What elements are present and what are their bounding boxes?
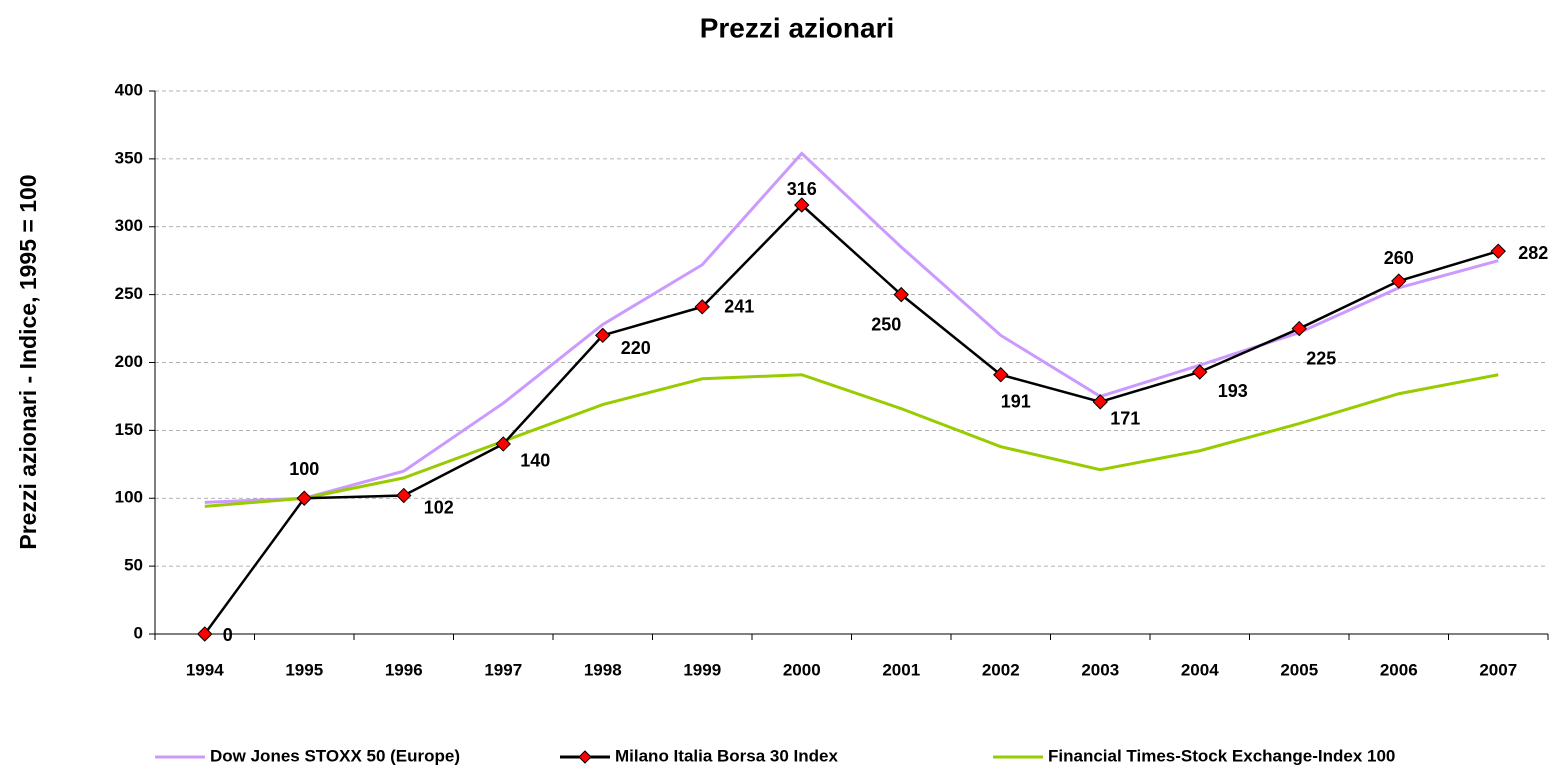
y-tick-label: 200 bbox=[115, 352, 143, 371]
x-tick-label: 2006 bbox=[1380, 660, 1418, 679]
y-tick-label: 250 bbox=[115, 284, 143, 303]
data-point bbox=[595, 327, 611, 344]
y-tick-label: 350 bbox=[115, 148, 143, 167]
series-line bbox=[203, 203, 1499, 635]
data-label: 171 bbox=[1110, 409, 1140, 429]
x-tick-label: 2004 bbox=[1181, 660, 1219, 679]
data-label: 260 bbox=[1384, 248, 1414, 268]
x-tick-label: 1998 bbox=[584, 660, 622, 679]
x-tick-label: 2003 bbox=[1081, 660, 1119, 679]
data-label: 250 bbox=[871, 314, 901, 334]
y-tick-label: 50 bbox=[124, 556, 143, 575]
x-tick-label: 2007 bbox=[1479, 660, 1517, 679]
legend-marker bbox=[578, 750, 592, 764]
data-point bbox=[1192, 364, 1208, 380]
legend-label: Financial Times-Stock Exchange-Index 100 bbox=[1048, 746, 1395, 765]
data-label: 225 bbox=[1306, 348, 1336, 368]
x-tick-label: 2002 bbox=[982, 660, 1020, 679]
data-label: 282 bbox=[1518, 243, 1548, 263]
data-point bbox=[296, 490, 312, 506]
data-point bbox=[694, 299, 710, 315]
series-line bbox=[204, 373, 1499, 508]
y-tick-label: 400 bbox=[115, 80, 143, 99]
x-tick-label: 1995 bbox=[285, 660, 323, 679]
data-label: 140 bbox=[520, 451, 550, 471]
y-tick-label: 150 bbox=[115, 420, 143, 439]
data-point bbox=[495, 436, 511, 452]
y-axis-title: Prezzi azionari - Indice, 1995 = 100 bbox=[15, 174, 41, 549]
x-tick-label: 1999 bbox=[683, 660, 721, 679]
series-line bbox=[204, 151, 1499, 504]
data-point bbox=[1391, 273, 1407, 289]
data-label: 0 bbox=[223, 625, 233, 645]
data-point bbox=[794, 197, 810, 213]
chart-title: Prezzi azionari bbox=[700, 12, 895, 43]
y-tick-label: 0 bbox=[134, 623, 143, 642]
x-tick-label: 1996 bbox=[385, 660, 423, 679]
data-label: 316 bbox=[787, 179, 817, 199]
data-label: 220 bbox=[621, 338, 651, 358]
y-tick-label: 300 bbox=[115, 216, 143, 235]
data-label: 191 bbox=[1001, 391, 1031, 411]
data-label: 241 bbox=[724, 297, 754, 317]
x-tick-label: 1997 bbox=[484, 660, 522, 679]
data-point bbox=[893, 286, 909, 303]
x-tick-label: 2000 bbox=[783, 660, 821, 679]
data-point bbox=[396, 487, 412, 504]
x-tick-label: 1994 bbox=[186, 660, 224, 679]
data-label: 100 bbox=[289, 459, 319, 479]
x-tick-label: 2005 bbox=[1280, 660, 1318, 679]
data-point bbox=[1291, 320, 1307, 337]
legend-label: Milano Italia Borsa 30 Index bbox=[615, 746, 839, 765]
data-point bbox=[1490, 243, 1506, 259]
data-label: 193 bbox=[1218, 381, 1248, 401]
data-label: 102 bbox=[424, 497, 454, 517]
data-point bbox=[1092, 394, 1108, 410]
x-tick-label: 2001 bbox=[882, 660, 920, 679]
data-point bbox=[993, 367, 1009, 383]
legend-label: Dow Jones STOXX 50 (Europe) bbox=[210, 746, 460, 765]
data-point bbox=[197, 626, 213, 642]
y-tick-label: 100 bbox=[115, 488, 143, 507]
